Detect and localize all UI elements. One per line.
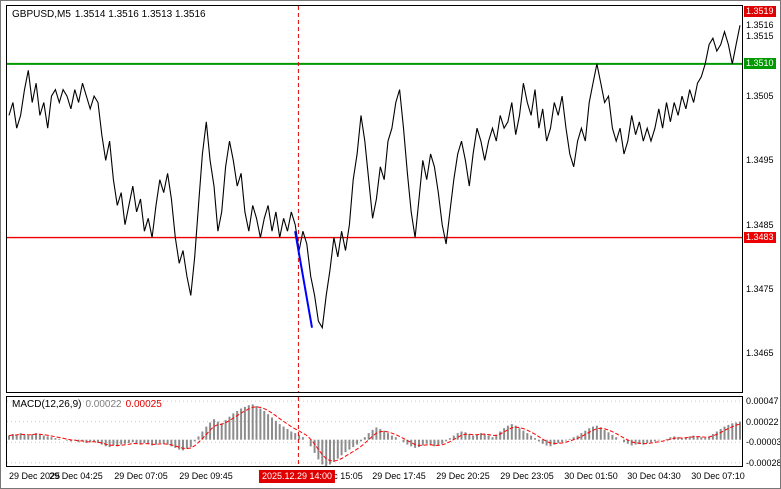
time-axis-label: 30 Dec 01:50 (564, 471, 618, 481)
price-level-badge: 1.3519 (744, 6, 776, 17)
time-axis-label: 29 Dec 17:45 (372, 471, 426, 481)
price-axis-label: 1.3495 (746, 155, 774, 166)
price-level-badge: 1.3483 (744, 231, 776, 243)
price-axis-label: 1.3515 (746, 31, 774, 42)
time-axis-label: 29 Dec 23:05 (500, 471, 554, 481)
time-axis-label: 30 Dec 04:30 (627, 471, 681, 481)
chart-title: GBPUSD,M5 1.3514 1.3516 1.3513 1.3516 (12, 9, 210, 20)
symbol-period-label: GBPUSD,M5 (12, 9, 71, 20)
time-axis-label: 29 Dec 09:45 (179, 471, 233, 481)
price-axis: 1.3516 1.3515 1.3505 1.3495 1.3485 1.3475 1.34… (744, 1, 781, 488)
price-axis-label: 1.3485 (746, 219, 774, 230)
macd-panel: MACD(12,26,9) 0.00022 0.00025 (6, 396, 743, 467)
price-line (8, 25, 741, 330)
selected-time-badge: 2025.12.29 14:00 (258, 470, 336, 483)
macd-value: 0.00022 (85, 399, 122, 410)
time-axis-label: 29 Dec 07:05 (114, 471, 168, 481)
price-axis-label: 1.3465 (746, 348, 774, 359)
price-axis-label: 1.3475 (746, 284, 774, 295)
macd-canvas[interactable] (7, 397, 742, 466)
macd-axis-label: -0.00028 (746, 457, 781, 468)
current-price-label: 1.3516 (746, 20, 774, 31)
macd-name: MACD(12,26,9) (12, 399, 82, 410)
price-level-badge: 1.3510 (744, 57, 776, 69)
price-axis-label: 1.3505 (746, 91, 774, 102)
time-axis: 29 Dec 2025 29 Dec 04:25 29 Dec 07:05 29 De… (1, 470, 780, 486)
time-axis-label: 29 Dec 2025 (9, 471, 61, 481)
blue-trendline[interactable] (294, 231, 313, 328)
time-axis-label: 29 Dec 15:05 (309, 471, 363, 481)
macd-indicator-label: MACD(12,26,9) 0.00022 0.00025 (12, 399, 166, 410)
time-axis-label: 29 Dec 20:25 (436, 471, 490, 481)
ohlc-values: 1.3514 1.3516 1.3513 1.3516 (74, 9, 206, 20)
time-axis-label: 29 Dec 04:25 (49, 471, 103, 481)
macd-signal-value: 0.00025 (125, 399, 162, 410)
time-axis-label: 30 Dec 07:10 (691, 471, 745, 481)
macd-signal-line (8, 406, 741, 462)
price-chart-panel: GBPUSD,M5 1.3514 1.3516 1.3513 1.3516 (6, 5, 743, 393)
macd-axis-label: 0.00047 (746, 396, 779, 407)
price-chart-canvas[interactable] (7, 6, 742, 392)
macd-axis-label: -0.00003 (746, 437, 781, 448)
macd-axis-label: 0.00022 (746, 416, 779, 427)
